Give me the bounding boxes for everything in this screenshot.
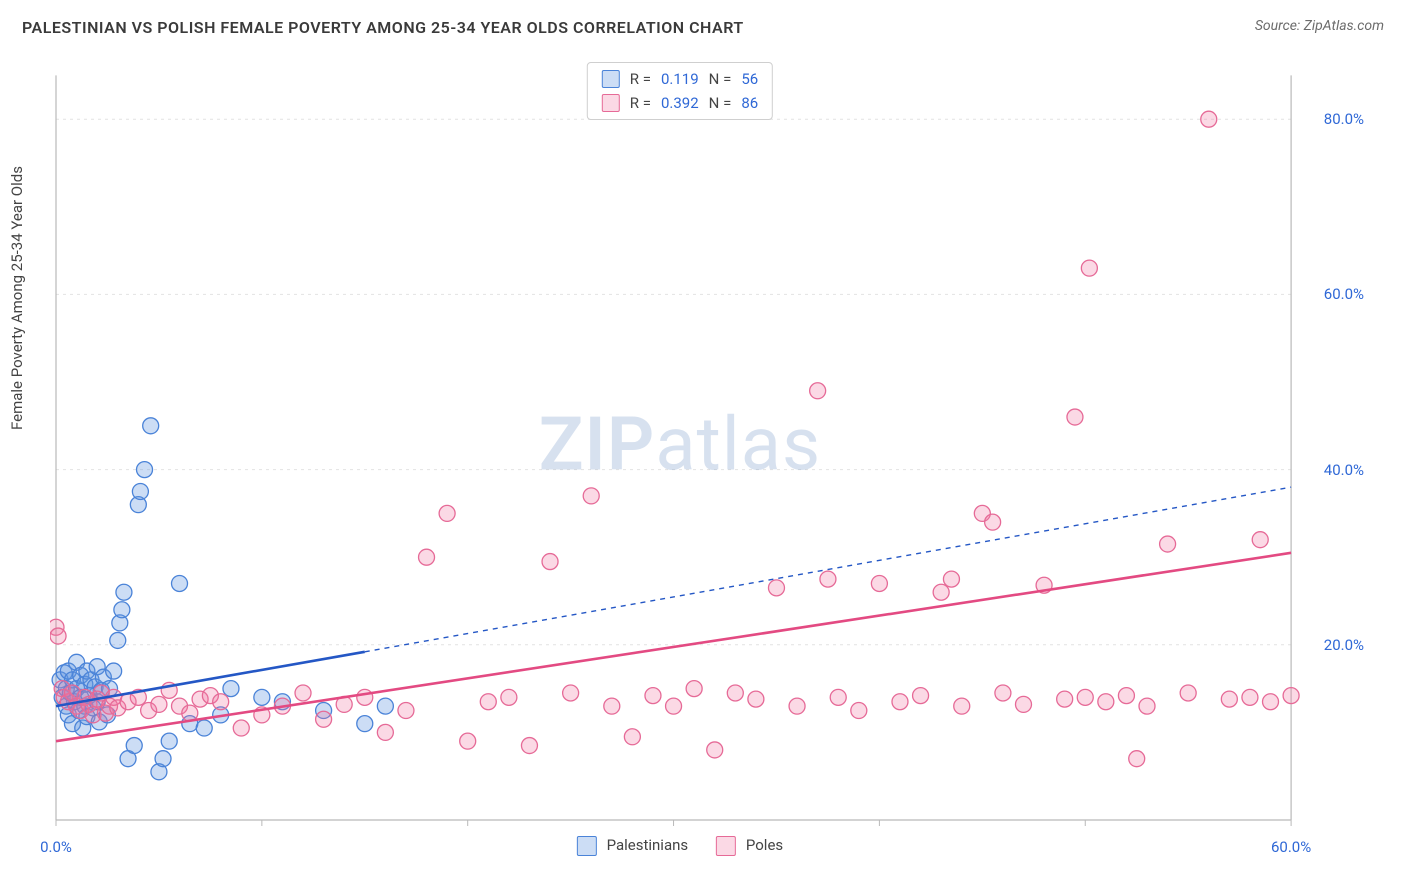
y-tick-label: 60.0% <box>1324 285 1364 303</box>
legend-swatch-palestinians-icon <box>577 836 597 856</box>
swatch-poles-icon <box>602 94 620 112</box>
y-axis-label: Female Poverty Among 25-34 Year Olds <box>8 166 26 430</box>
stats-row-poles: R = 0.392 N = 86 <box>602 91 758 115</box>
legend-item-palestinians: Palestinians <box>577 836 688 856</box>
legend-item-poles: Poles <box>716 836 783 856</box>
source-attribution: Source: ZipAtlas.com <box>1255 18 1384 34</box>
bottom-legend: Palestinians Poles <box>577 836 783 856</box>
swatch-palestinians-icon <box>602 70 620 88</box>
legend-swatch-poles-icon <box>716 836 736 856</box>
x-tick-label: 60.0% <box>1271 838 1311 856</box>
x-tick-label: 0.0% <box>40 838 72 856</box>
chart-title: PALESTINIAN VS POLISH FEMALE POVERTY AMO… <box>22 18 744 37</box>
y-tick-label: 20.0% <box>1324 636 1364 654</box>
stats-row-palestinians: R = 0.119 N = 56 <box>602 67 758 91</box>
scatter-chart: ZIPatlas R = 0.119 N = 56 R = 0.392 N = … <box>50 60 1310 830</box>
y-tick-label: 80.0% <box>1324 110 1364 128</box>
chart-canvas <box>50 60 1310 830</box>
y-tick-label: 40.0% <box>1324 461 1364 479</box>
correlation-stats-box: R = 0.119 N = 56 R = 0.392 N = 86 <box>587 62 773 120</box>
